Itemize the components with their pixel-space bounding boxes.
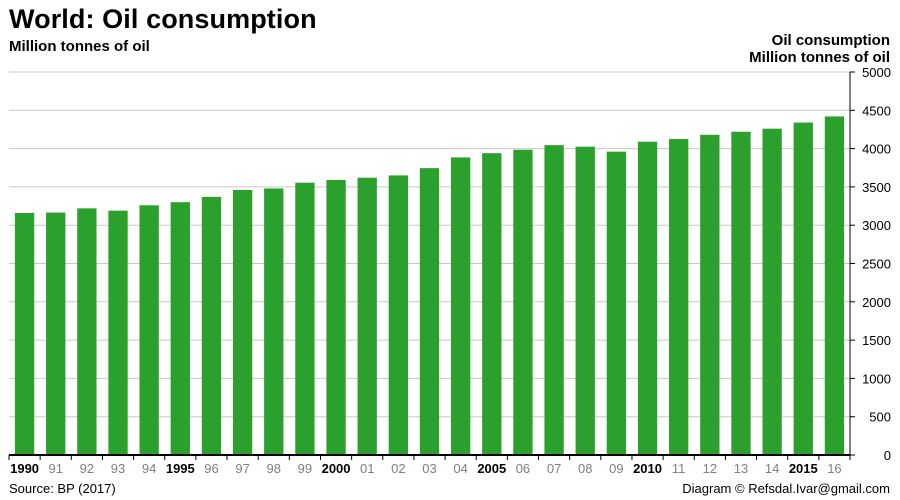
x-tick-label: 11 bbox=[672, 461, 686, 476]
x-tick-label: 93 bbox=[111, 461, 125, 476]
x-tick-label: 91 bbox=[48, 461, 62, 476]
bar bbox=[482, 153, 502, 456]
x-tick-label: 12 bbox=[703, 461, 717, 476]
source-note: Source: BP (2017) bbox=[9, 481, 116, 496]
x-tick-label: 06 bbox=[516, 461, 530, 476]
bar bbox=[419, 168, 440, 455]
x-tick-label: 92 bbox=[80, 461, 94, 476]
y-tick-label: 4500 bbox=[862, 103, 891, 118]
x-tick-label: 2015 bbox=[789, 461, 818, 476]
y-tick-label: 1000 bbox=[862, 371, 891, 386]
y-axis-title-line2: Million tonnes of oil bbox=[749, 49, 890, 66]
chart-subtitle: Million tonnes of oil bbox=[9, 38, 150, 55]
bar bbox=[326, 180, 346, 456]
bar bbox=[170, 202, 190, 455]
bar bbox=[14, 212, 35, 455]
x-tick-label: 1995 bbox=[166, 461, 195, 476]
bar bbox=[450, 157, 471, 455]
bar bbox=[139, 205, 159, 455]
x-tick-label: 2010 bbox=[633, 461, 662, 476]
y-tick-labels: 0 500 1000 1500 2000 2500 3000 3500 4000 4500 5000 bbox=[862, 65, 891, 463]
bar bbox=[793, 122, 813, 455]
credit-note: Diagram © Refsdal.Ivar@gmail.com bbox=[682, 481, 890, 496]
x-tick-label: 2005 bbox=[477, 461, 506, 476]
y-axis-title-line1: Oil consumption bbox=[771, 32, 890, 49]
y-tick-label: 4000 bbox=[862, 142, 891, 157]
bars bbox=[14, 116, 845, 456]
x-tick-label: 96 bbox=[204, 461, 218, 476]
chart-title: World: Oil consumption bbox=[9, 4, 317, 34]
y-tick-label: 3500 bbox=[862, 180, 891, 195]
x-tick-label: 01 bbox=[360, 461, 374, 476]
bar bbox=[232, 189, 253, 456]
x-tick-label: 08 bbox=[578, 461, 592, 476]
axes bbox=[8, 71, 855, 460]
x-tick-labels: 1990 91 92 93 94 1995 96 97 98 99 2000 01 02 03 04 2005… bbox=[10, 461, 842, 476]
bar bbox=[46, 212, 66, 455]
x-tick-label: 2000 bbox=[322, 461, 351, 476]
bar bbox=[544, 145, 564, 455]
x-tick-label: 97 bbox=[235, 461, 249, 476]
bar bbox=[201, 196, 222, 455]
bar bbox=[77, 208, 97, 455]
bar bbox=[108, 210, 128, 455]
x-tick-label: 09 bbox=[609, 461, 623, 476]
y-tick-label: 2500 bbox=[862, 257, 891, 272]
bar bbox=[700, 134, 720, 455]
bar bbox=[357, 177, 377, 455]
y-tick-label: 3000 bbox=[862, 218, 891, 233]
y-tick-label: 1500 bbox=[862, 333, 891, 348]
x-tick-label: 16 bbox=[827, 461, 841, 476]
x-tick-label: 13 bbox=[734, 461, 748, 476]
x-tick-label: 98 bbox=[267, 461, 281, 476]
x-tick-label: 99 bbox=[298, 461, 312, 476]
bar bbox=[295, 182, 315, 455]
x-tick-label: 02 bbox=[391, 461, 405, 476]
bar bbox=[388, 175, 409, 455]
bar bbox=[575, 146, 595, 455]
x-tick-label: 03 bbox=[422, 461, 436, 476]
bar bbox=[606, 151, 627, 455]
y-tick-label: 500 bbox=[869, 410, 891, 425]
bar bbox=[762, 128, 782, 455]
x-tick-label: 1990 bbox=[10, 461, 39, 476]
x-tick-label: 07 bbox=[547, 461, 561, 476]
bar bbox=[264, 188, 284, 455]
y-tick-label: 0 bbox=[884, 448, 891, 463]
y-tick-label: 5000 bbox=[862, 65, 891, 80]
bar bbox=[731, 131, 751, 456]
bar bbox=[824, 116, 845, 455]
x-tick-label: 14 bbox=[765, 461, 779, 476]
bar bbox=[669, 139, 689, 455]
y-tick-label: 2000 bbox=[862, 295, 891, 310]
x-tick-label: 94 bbox=[142, 461, 156, 476]
x-tick-label: 04 bbox=[453, 461, 467, 476]
bar bbox=[637, 141, 658, 455]
bar bbox=[513, 149, 533, 455]
